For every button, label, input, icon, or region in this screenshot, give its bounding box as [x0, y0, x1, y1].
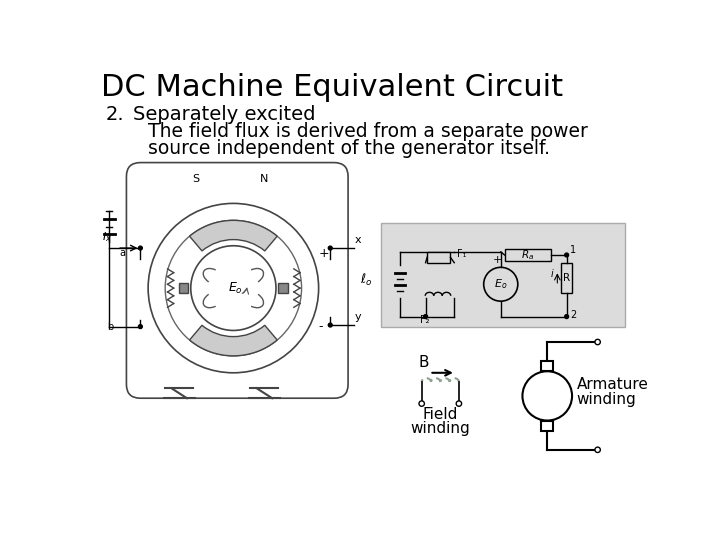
Circle shape: [191, 246, 276, 330]
Bar: [179, 284, 189, 293]
Text: $\ell_o$: $\ell_o$: [360, 272, 372, 288]
Wedge shape: [189, 220, 277, 251]
Text: $R_a$: $R_a$: [521, 248, 534, 262]
Text: winding: winding: [577, 392, 636, 407]
Circle shape: [138, 246, 143, 250]
FancyBboxPatch shape: [127, 163, 348, 398]
Text: +: +: [319, 247, 329, 260]
Bar: [427, 252, 451, 262]
Circle shape: [456, 401, 462, 406]
Text: source independent of the generator itself.: source independent of the generator itse…: [148, 139, 550, 158]
Circle shape: [484, 267, 518, 301]
Text: -: -: [319, 320, 323, 333]
Text: F₁: F₁: [456, 248, 466, 259]
Text: Field: Field: [423, 408, 458, 422]
Text: a: a: [120, 248, 125, 258]
Circle shape: [419, 401, 424, 406]
Text: DC Machine Equivalent Circuit: DC Machine Equivalent Circuit: [101, 72, 563, 102]
Circle shape: [523, 372, 572, 421]
Circle shape: [564, 253, 569, 257]
Circle shape: [595, 339, 600, 345]
Wedge shape: [189, 325, 277, 356]
Text: B: B: [418, 355, 428, 370]
Text: y: y: [355, 313, 361, 322]
Text: b: b: [107, 322, 113, 333]
Circle shape: [328, 246, 332, 250]
Bar: [541, 421, 554, 430]
Text: 1: 1: [570, 246, 576, 255]
Bar: [561, 262, 572, 294]
Circle shape: [138, 325, 143, 328]
Text: i: i: [550, 268, 553, 279]
Text: 2: 2: [570, 310, 577, 320]
Bar: [381, 222, 625, 327]
Text: Armature: Armature: [577, 377, 649, 392]
Circle shape: [328, 323, 332, 327]
Text: F₂: F₂: [420, 315, 430, 325]
Bar: [279, 284, 287, 293]
Circle shape: [423, 315, 428, 319]
Text: +: +: [493, 255, 503, 265]
Text: $E_o$: $E_o$: [228, 281, 243, 296]
Text: Separately excited: Separately excited: [132, 105, 315, 124]
Text: 2.: 2.: [106, 105, 124, 124]
Circle shape: [165, 220, 302, 356]
Circle shape: [564, 315, 569, 319]
Circle shape: [595, 447, 600, 453]
Bar: [505, 249, 551, 261]
Text: The field flux is derived from a separate power: The field flux is derived from a separat…: [148, 122, 588, 141]
Circle shape: [148, 204, 319, 373]
Text: N: N: [260, 174, 269, 184]
Text: winding: winding: [410, 421, 470, 436]
Text: x: x: [355, 235, 361, 246]
Text: $I_x$: $I_x$: [102, 231, 112, 244]
Text: S: S: [193, 174, 199, 184]
Bar: [541, 361, 554, 372]
Text: $E_o$: $E_o$: [494, 278, 508, 291]
Text: R: R: [563, 273, 570, 283]
